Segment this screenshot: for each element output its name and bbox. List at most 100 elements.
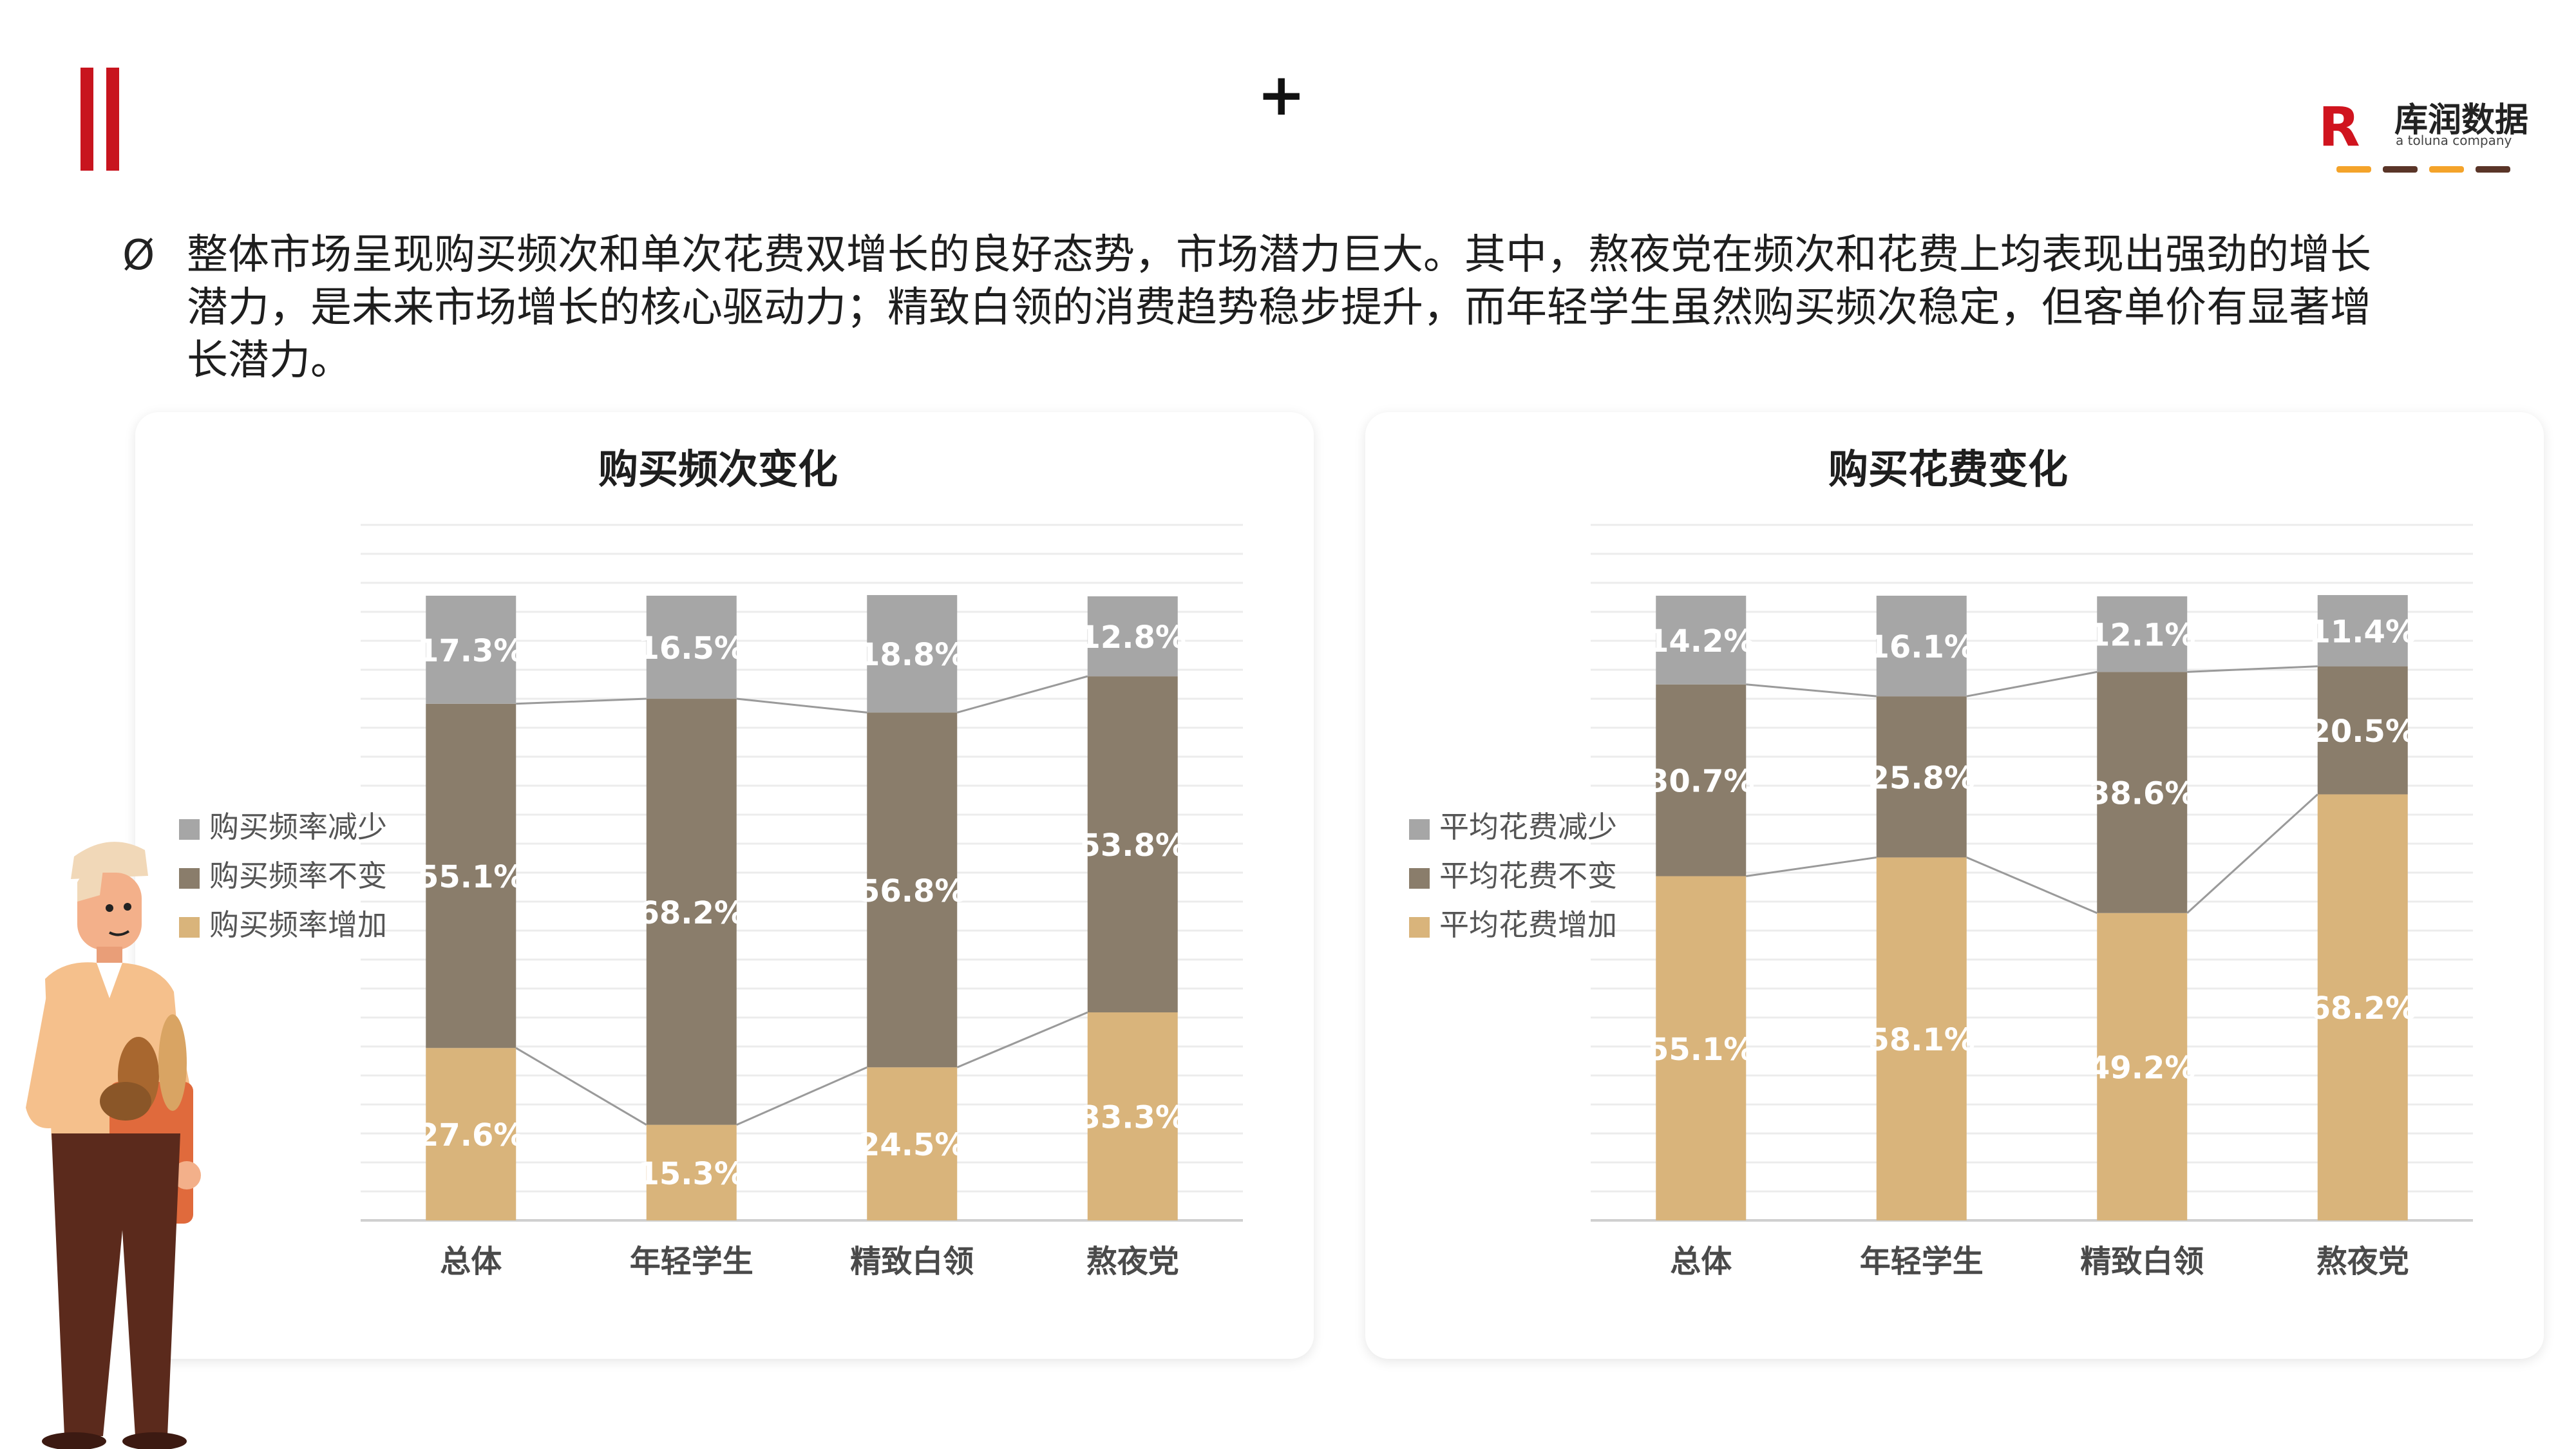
data-label: 18.8%: [858, 637, 966, 673]
logo-name: 库润数据: [2394, 101, 2529, 140]
bar-segment-decrease: [1656, 596, 1747, 685]
x-tick-label: 年轻学生: [1860, 1244, 1984, 1280]
logo-tagline: a toluna company: [2396, 133, 2512, 148]
data-label: 68.2%: [2309, 990, 2416, 1027]
data-label: 27.6%: [417, 1117, 525, 1153]
bar-segment-decrease: [2317, 595, 2408, 667]
legend-label: 平均花费减少: [1439, 810, 1617, 844]
brand-stripe-right: [106, 68, 119, 171]
series-connector: [1966, 670, 2098, 697]
data-label: 56.8%: [858, 873, 966, 909]
series-connector: [1746, 856, 1877, 878]
legend-swatch: [179, 868, 200, 889]
data-label: 33.3%: [1079, 1099, 1186, 1135]
x-tick-label: 总体: [440, 1244, 502, 1280]
bar-segment-same: [2317, 666, 2408, 795]
x-tick-label: 总体: [1670, 1244, 1732, 1280]
logo-underline: [2336, 166, 2510, 173]
series-connector: [2187, 665, 2318, 673]
bar-segment-decrease: [2097, 596, 2188, 672]
bar-segment-increase: [646, 1124, 737, 1220]
legend-swatch: [179, 819, 200, 840]
bar-segment-increase: [1087, 1012, 1178, 1220]
data-label: 14.2%: [1647, 623, 1755, 659]
series-connector: [736, 697, 867, 714]
data-label: 55.1%: [1647, 1032, 1755, 1068]
legend-label: 平均花费不变: [1439, 858, 1617, 893]
x-tick-label: 熬夜党: [1086, 1244, 1179, 1280]
data-label: 30.7%: [1647, 764, 1755, 800]
data-label: 12.1%: [2088, 618, 2196, 654]
legend-swatch: [1409, 868, 1430, 889]
x-tick-label: 精致白领: [850, 1244, 974, 1280]
bar-segment-same: [1876, 696, 1967, 858]
data-label: 16.5%: [638, 630, 745, 667]
bar-segment-same: [646, 699, 737, 1125]
data-label: 25.8%: [1868, 760, 1975, 796]
logo-line: [2429, 166, 2464, 173]
data-label: 20.5%: [2309, 714, 2416, 750]
company-logo: R 库润数据 a toluna company: [2318, 90, 2528, 180]
frequency-chart-panel: 购买频次变化 27.6% 55.1% 17.3% 总体 15.3% 68.2% 16.5% 年轻…: [135, 412, 1314, 1359]
logo-line: [2383, 166, 2418, 173]
bar-segment-increase: [1656, 876, 1747, 1220]
bar-segment-increase: [426, 1048, 516, 1220]
summary-text: 整体市场呈现购买频次和单次花费双增长的良好态势，市场潜力巨大。其中，熬夜党在频次…: [187, 231, 2371, 384]
series-connector: [956, 675, 1088, 714]
brand-stripe-left: [80, 68, 93, 171]
bar-segment-same: [2097, 672, 2188, 913]
series-connector: [1966, 857, 2098, 914]
x-tick-label: 精致白领: [2080, 1244, 2204, 1280]
legend-label: 平均花费增加: [1439, 907, 1617, 942]
bar-segment-decrease: [426, 596, 516, 704]
data-label: 11.4%: [2309, 614, 2416, 650]
logo-line: [2476, 166, 2510, 173]
legend-swatch: [1409, 819, 1430, 840]
series-connector: [515, 1046, 647, 1126]
legend-swatch: [179, 917, 200, 938]
plus-icon: +: [1257, 61, 1306, 129]
bar-segment-increase: [867, 1067, 958, 1220]
bullet-icon: Ø: [122, 232, 155, 279]
series-connector: [956, 1011, 1088, 1068]
data-label: 53.8%: [1079, 828, 1186, 864]
chart-title: 购买频次变化: [598, 446, 838, 493]
data-label: 49.2%: [2088, 1050, 2196, 1086]
series-connector: [736, 1066, 867, 1126]
data-label: 24.5%: [858, 1127, 966, 1163]
x-tick-label: 熬夜党: [2316, 1244, 2409, 1280]
bar-segment-increase: [1876, 857, 1967, 1220]
series-connector: [516, 697, 647, 705]
logo-line: [2336, 166, 2371, 173]
data-label: 55.1%: [417, 859, 525, 895]
bar-segment-decrease: [1876, 596, 1967, 697]
series-connector: [2186, 793, 2318, 914]
legend-label: 购买频率不变: [209, 858, 387, 893]
bar-segment-decrease: [646, 596, 737, 699]
legend-label: 购买频率减少: [209, 810, 387, 844]
legend-label: 购买频率增加: [209, 907, 387, 942]
bar-segment-same: [867, 712, 958, 1068]
data-label: 15.3%: [638, 1156, 745, 1192]
bar-segment-decrease: [867, 595, 958, 713]
spending-chart: 购买花费变化 55.1% 30.7% 14.2% 总体 58.1% 25.8% 16.1% 年轻…: [1409, 446, 2473, 1280]
data-label: 58.1%: [1868, 1022, 1975, 1058]
x-tick-label: 年轻学生: [630, 1244, 753, 1280]
chart-title: 购买花费变化: [1828, 446, 2068, 493]
bar-segment-same: [426, 703, 516, 1048]
data-label: 68.2%: [638, 895, 745, 931]
data-label: 17.3%: [417, 633, 525, 669]
spending-chart-panel: 购买花费变化 55.1% 30.7% 14.2% 总体 58.1% 25.8% 16.1% 年轻…: [1365, 412, 2544, 1359]
logo-mark: R: [2318, 95, 2360, 158]
legend-swatch: [1409, 917, 1430, 938]
bar-segment-decrease: [1087, 596, 1178, 677]
frequency-chart: 购买频次变化 27.6% 55.1% 17.3% 总体 15.3% 68.2% 16.5% 年轻…: [179, 446, 1243, 1280]
shopper-illustration: [26, 842, 201, 1449]
data-label: 38.6%: [2088, 776, 2196, 812]
data-label: 12.8%: [1079, 620, 1186, 656]
data-label: 16.1%: [1868, 629, 1975, 665]
bar-segment-same: [1656, 684, 1747, 876]
bar-segment-increase: [2317, 794, 2408, 1220]
